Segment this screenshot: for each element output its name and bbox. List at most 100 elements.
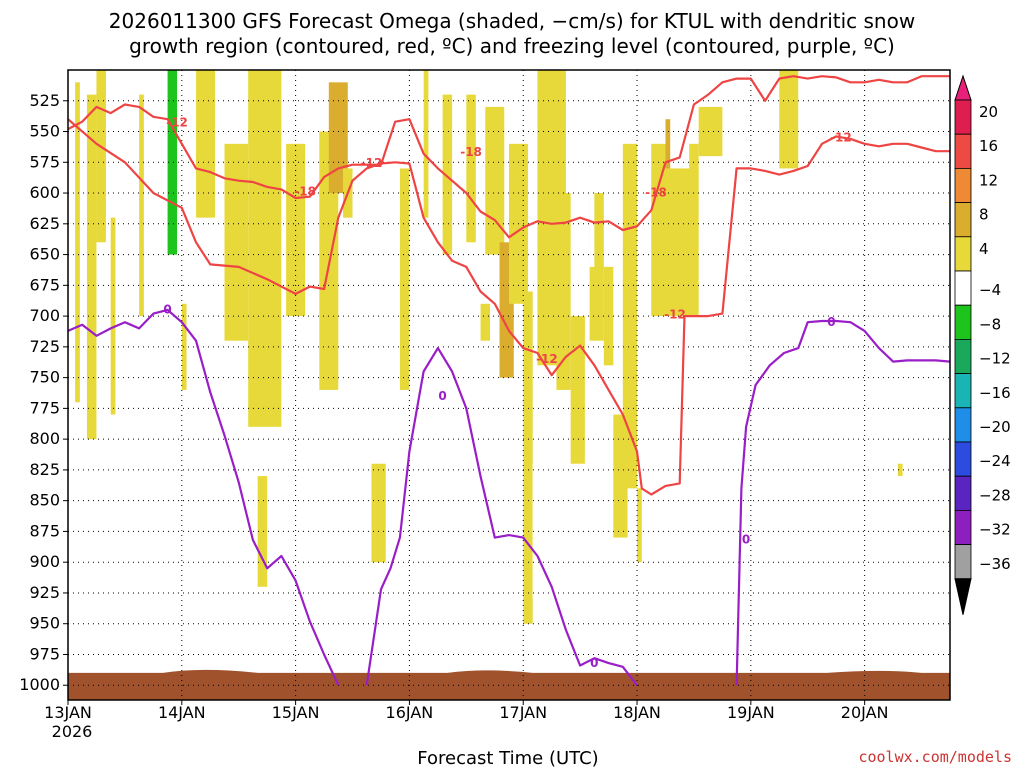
contour-label-a: -12: [166, 116, 188, 130]
omega-band-16: [328, 82, 348, 194]
y-tick-label-950: 950: [29, 614, 60, 633]
x-tick-label-18JAN: 18JAN: [613, 703, 661, 722]
omega-band-0: [75, 82, 80, 403]
plot-frame: [67, 69, 951, 701]
freezing-level-contour-3: [735, 319, 951, 686]
y-tick-label-550: 550: [29, 122, 60, 141]
y-tick-label-625: 625: [29, 214, 60, 233]
omega-band-11: [224, 143, 249, 341]
colorbar-segment-8: [954, 373, 972, 409]
contour-label-m: 0: [827, 315, 835, 329]
omega-band-9: [181, 303, 187, 390]
contour-label-c: -12: [361, 156, 383, 170]
omega-band-22: [428, 316, 438, 630]
colorbar-label-2: 12: [979, 171, 998, 189]
colorbar-segment-4: [954, 236, 972, 272]
colorbar-segment-0: [954, 99, 972, 135]
omega-band-32: [532, 463, 547, 600]
colorbar: 20 16 12 8 4 −4 −8 −12 −16 −20 −24 −28 −32 −36: [954, 74, 1011, 615]
colorbar-top-arrow: [954, 74, 972, 101]
y-tick-label-825: 825: [29, 460, 60, 479]
x-tick-label-16JAN: 16JAN: [386, 703, 434, 722]
omega-band-18: [371, 463, 386, 563]
y-tick-label-875: 875: [29, 521, 60, 540]
contour-label-b: -18: [294, 185, 316, 199]
colorbar-segment-11: [954, 475, 972, 511]
x-tick-label-20JAN: 20JAN: [841, 703, 889, 722]
omega-band-40: [622, 143, 638, 489]
x-tick-label-15JAN: 15JAN: [272, 703, 320, 722]
omega-band-6: [162, 303, 178, 563]
colorbar-segment-7: [954, 338, 972, 374]
contour-label-h: -12: [830, 130, 852, 144]
contour-label-d: -18: [460, 145, 482, 159]
omega-band-23: [442, 94, 453, 255]
y-tick-label-850: 850: [29, 491, 60, 510]
colorbar-label-8: −16: [979, 384, 1011, 402]
omega-band-25: [466, 94, 476, 243]
colorbar-label-11: −28: [979, 486, 1011, 504]
colorbar-segment-2: [954, 167, 972, 203]
x-axis-title: Forecast Time (UTC): [417, 748, 598, 768]
colorbar-label-9: −20: [979, 418, 1011, 436]
omega-band-7: [167, 70, 178, 255]
contour-label-i: 0: [163, 303, 171, 317]
colorbar-segment-6: [954, 304, 972, 340]
colorbar-bottom-arrow: [954, 578, 972, 615]
omega-band-4: [124, 70, 130, 120]
contour-label-g: -12: [664, 308, 686, 322]
chart-title-line2: growth region (contoured, red, ºC) and f…: [129, 34, 895, 58]
x-tick-label-13JAN: 13JAN: [44, 703, 92, 722]
x-year-label: 2026: [52, 722, 93, 741]
omega-band-46: [779, 70, 799, 169]
chart-title-line1: 2026011300 GFS Forecast Omega (shaded, −…: [109, 9, 915, 33]
contour-labels: -12 -18 -12 -18 -12 -18 -12 -12 0 0 0 0 0: [163, 116, 851, 670]
y-tick-label-900: 900: [29, 552, 60, 571]
colorbar-label-0: 20: [979, 103, 998, 121]
omega-band-48: [897, 463, 903, 477]
plot-border: [67, 69, 951, 701]
y-tick-label-675: 675: [29, 275, 60, 294]
omega-band-42: [651, 143, 699, 317]
colorbar-segment-5: [954, 270, 972, 306]
colorbar-label-12: −32: [979, 521, 1011, 539]
colorbar-segment-13: [954, 544, 972, 580]
omega-band-14: [286, 143, 306, 317]
y-tick-label-650: 650: [29, 245, 60, 264]
y-tick-label-750: 750: [29, 368, 60, 387]
freezing-level-contour-1: [67, 308, 340, 686]
colorbar-segment-12: [954, 509, 972, 545]
y-tick-label-775: 775: [29, 398, 60, 417]
y-tick-label-575: 575: [29, 152, 60, 171]
omega-band-31: [523, 291, 533, 624]
dgz-contour-upper: [67, 75, 950, 239]
colorbar-label-4: 4: [979, 240, 989, 258]
colorbar-label-13: −36: [979, 555, 1011, 573]
omega-band-12: [248, 70, 282, 427]
omega-band-44: [670, 94, 690, 169]
x-tick-label-14JAN: 14JAN: [158, 703, 206, 722]
colorbar-segment-9: [954, 407, 972, 443]
contour-label-k: 0: [590, 656, 598, 670]
y-tick-label-925: 925: [29, 583, 60, 602]
colorbar-label-10: −24: [979, 452, 1011, 470]
y-tick-label-800: 800: [29, 429, 60, 448]
dgz-contour-lower: [67, 118, 950, 496]
contour-label-j: 0: [438, 389, 446, 403]
dotted-grid: [67, 70, 950, 700]
omega-band-27: [485, 106, 505, 255]
omega-band-19: [399, 168, 410, 390]
x-axis-ticks: 13JAN 14JAN 15JAN 16JAN 17JAN 18JAN 19JAN 20JAN: [44, 700, 889, 722]
omega-band-10: [196, 70, 215, 218]
y-tick-label-525: 525: [29, 91, 60, 110]
contours: [67, 75, 951, 686]
freezing-level-contour-2: [365, 347, 638, 686]
omega-band-5: [139, 94, 144, 317]
y-tick-label-975: 975: [29, 644, 60, 663]
omega-band-45: [698, 106, 723, 157]
x-tick-label-17JAN: 17JAN: [499, 703, 547, 722]
omega-band-21: [423, 70, 429, 218]
colorbar-label-3: 8: [979, 206, 989, 224]
colorbar-segment-3: [954, 202, 972, 238]
